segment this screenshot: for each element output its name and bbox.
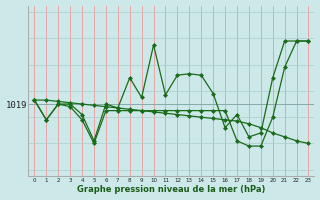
X-axis label: Graphe pression niveau de la mer (hPa): Graphe pression niveau de la mer (hPa) (77, 185, 266, 194)
